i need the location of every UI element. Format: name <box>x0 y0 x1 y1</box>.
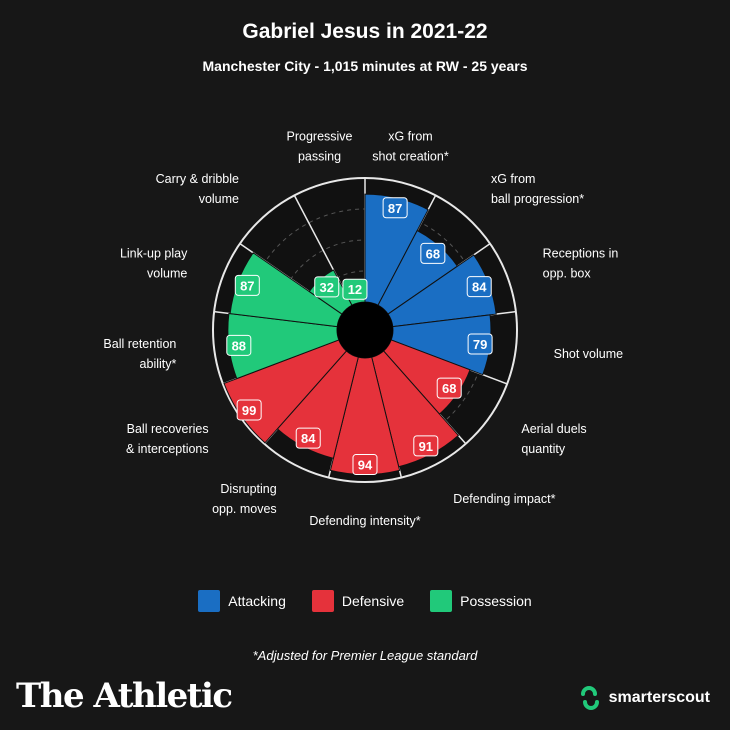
legend-label-defensive: Defensive <box>341 593 405 609</box>
value-label: 79 <box>467 333 493 355</box>
the-athletic-logo: The Athletic <box>16 676 233 716</box>
value-label: 12 <box>342 278 368 300</box>
svg-text:91: 91 <box>419 439 433 454</box>
chart-subtitle: Manchester City - 1,015 minutes at RW - … <box>202 58 528 74</box>
svg-text:87: 87 <box>240 278 254 293</box>
legend-swatch-defensive <box>311 590 334 612</box>
category-label: Defending impact* <box>453 492 555 506</box>
value-label: 94 <box>352 454 378 476</box>
label-layer: xG from shot creation* xG from ball progres… <box>103 130 623 528</box>
legend-item-attacking: Attacking <box>198 590 286 612</box>
value-label: 99 <box>236 399 262 421</box>
category-label: Shot volume <box>554 347 624 361</box>
value-label: 84 <box>466 276 492 298</box>
legend-swatch-attacking <box>198 590 221 612</box>
category-label: Disrupting opp. moves <box>212 482 277 516</box>
smarterscout-logo: smarterscout <box>577 685 710 711</box>
category-label: Receptions in opp. box <box>543 247 619 281</box>
category-label: xG from shot creation* <box>372 130 449 164</box>
svg-text:68: 68 <box>442 381 456 396</box>
value-label: 91 <box>413 435 439 457</box>
svg-text:84: 84 <box>472 280 487 295</box>
category-label: Ball retention ability* <box>103 337 176 371</box>
category-label: Ball recoveries & interceptions <box>126 422 209 456</box>
legend-label-attacking: Attacking <box>228 593 286 609</box>
svg-text:84: 84 <box>301 431 316 446</box>
svg-text:79: 79 <box>473 337 487 352</box>
value-label: 84 <box>295 427 321 449</box>
value-label: 68 <box>420 242 446 264</box>
value-layer: 87 68 84 79 68 91 94 84 99 88 87 32 12 <box>226 197 493 476</box>
legend-label-possession: Possession <box>460 593 532 609</box>
value-label: 88 <box>226 334 252 356</box>
smarterscout-icon <box>580 686 599 710</box>
legend-item-possession: Possession <box>430 590 532 612</box>
category-label: Aerial duels quantity <box>521 422 586 456</box>
value-label: 68 <box>436 377 462 399</box>
svg-text:88: 88 <box>232 338 246 353</box>
value-label: 87 <box>382 197 408 219</box>
svg-text:32: 32 <box>320 280 334 295</box>
value-label: 87 <box>234 274 260 296</box>
legend: Attacking Defensive Possession <box>0 590 730 612</box>
svg-text:99: 99 <box>242 403 256 418</box>
footnote: *Adjusted for Premier League standard <box>252 648 478 663</box>
center-hole <box>337 302 393 358</box>
category-label: Link-up play volume <box>120 247 188 281</box>
category-label: xG from ball progression* <box>491 172 584 206</box>
svg-text:68: 68 <box>426 246 440 261</box>
legend-item-defensive: Defensive <box>311 590 405 612</box>
chart-title: Gabriel Jesus in 2021-22 <box>242 20 488 43</box>
svg-text:12: 12 <box>348 282 362 297</box>
svg-text:94: 94 <box>358 458 373 473</box>
legend-swatch-possession <box>430 590 453 612</box>
category-label: Progressive passing <box>287 130 353 164</box>
category-label: Defending intensity* <box>309 514 420 528</box>
smarterscout-wordmark: smarterscout <box>608 689 710 706</box>
value-label: 32 <box>314 276 340 298</box>
category-label: Carry & dribble volume <box>156 172 239 206</box>
svg-text:87: 87 <box>388 201 402 216</box>
